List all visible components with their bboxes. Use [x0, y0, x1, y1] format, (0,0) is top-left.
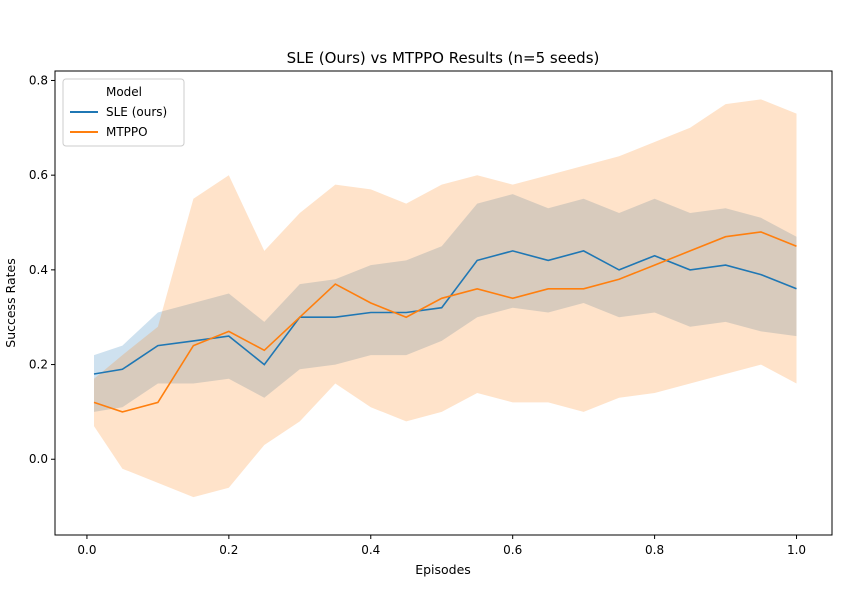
line-mtppo [93, 231, 797, 413]
confidence-bands [94, 99, 797, 498]
x-tick-label: 0.6 [503, 543, 522, 557]
legend-title: Model [106, 85, 142, 99]
band-mtppo [94, 99, 797, 498]
x-tick-label: 0.4 [361, 543, 380, 557]
x-tick-label: 1.0 [787, 543, 806, 557]
y-axis-label: Success Rates [3, 258, 18, 347]
x-axis-label: Episodes [415, 562, 471, 577]
x-axis-ticks: 0.0 0.2 0.4 0.6 0.8 1.0 [77, 535, 806, 557]
y-tick-label: 0.8 [29, 73, 48, 87]
legend-frame [62, 78, 185, 147]
y-tick-label: 0.2 [29, 358, 48, 372]
y-tick-label: 0.6 [29, 168, 48, 182]
legend-label-mtppo: MTPPO [106, 125, 148, 139]
chart-title: SLE (Ours) vs MTPPO Results (n=5 seeds) [287, 49, 600, 67]
legend-label-sle: SLE (ours) [106, 105, 167, 119]
x-tick-label: 0.0 [77, 543, 96, 557]
x-tick-label: 0.2 [219, 543, 238, 557]
y-axis-ticks: 0.0 0.2 0.4 0.6 0.8 [29, 73, 55, 466]
line-sle [93, 250, 797, 375]
plot-area [54, 70, 833, 536]
legend: Model SLE (ours) MTPPO [62, 78, 185, 147]
y-tick-label: 0.4 [29, 263, 48, 277]
y-tick-label: 0.0 [29, 452, 48, 466]
series-lines [93, 231, 797, 413]
x-tick-label: 0.8 [645, 543, 664, 557]
